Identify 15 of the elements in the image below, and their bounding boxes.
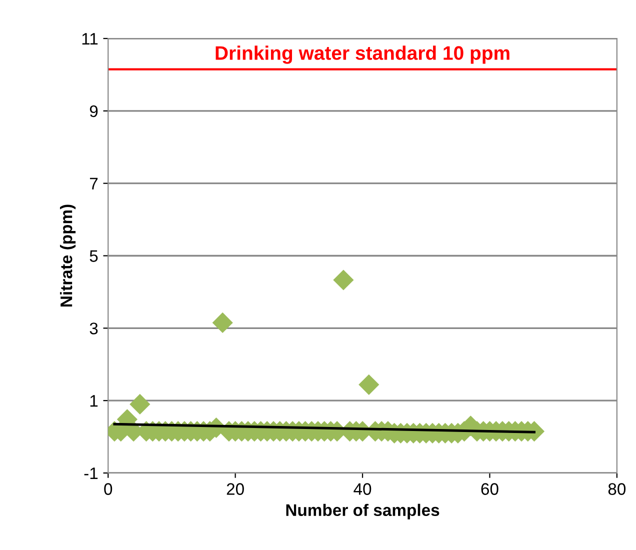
x-tick-label: 20 bbox=[226, 483, 244, 495]
y-tick-label: -1 bbox=[84, 468, 98, 480]
x-tick-label: 0 bbox=[104, 483, 112, 495]
x-tick-label: 40 bbox=[354, 483, 372, 495]
x-tick-label: 80 bbox=[608, 483, 626, 495]
y-tick-label: 9 bbox=[90, 105, 98, 118]
y-axis-title: Nitrate (ppm) bbox=[60, 204, 76, 306]
x-tick-label: 60 bbox=[481, 483, 498, 495]
ref-line-label: Drinking water standard 10 ppm bbox=[216, 46, 510, 64]
y-tick-label: 3 bbox=[90, 322, 98, 334]
y-tick-label: 1 bbox=[90, 395, 98, 407]
y-tick-label: 5 bbox=[90, 250, 98, 262]
y-tick-label: 7 bbox=[90, 178, 98, 190]
x-axis-title: Number of samples bbox=[286, 504, 440, 520]
y-tick-label: 11 bbox=[82, 33, 98, 45]
